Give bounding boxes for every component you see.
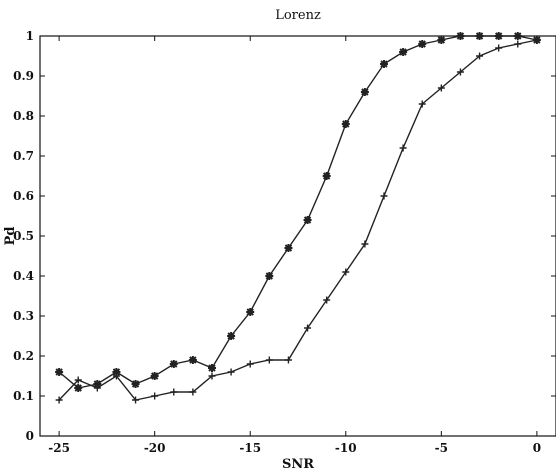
x-axis: -25 -20 -15 -10 -5 0 (48, 36, 541, 455)
series-2-point (533, 36, 541, 44)
y-tick-label: 0.9 (13, 69, 34, 83)
series-2-point (284, 356, 292, 364)
series-1-point (513, 32, 522, 40)
series-2-point (476, 52, 484, 60)
series-1-point (341, 120, 350, 128)
series-1-point (322, 172, 331, 180)
y-tick-label: 0.7 (13, 149, 34, 163)
y-axis-label: Pd (3, 227, 18, 246)
series-2-point (399, 144, 407, 152)
x-tick-label: -5 (435, 441, 448, 455)
y-tick-label: 1 (26, 29, 34, 43)
series-2-point (151, 392, 159, 400)
series-1-point (93, 380, 102, 388)
series-2-line (58, 39, 538, 401)
series-1-point (437, 36, 446, 44)
series-1-point (475, 32, 484, 40)
series-1-point (456, 32, 465, 40)
x-tick-label: -10 (335, 441, 357, 455)
series-1-point (303, 216, 312, 224)
series-1-point (150, 372, 159, 380)
y-tick-label: 0.6 (13, 189, 34, 203)
y-tick-label: 0.5 (13, 229, 34, 243)
series-2-point (55, 396, 63, 404)
chart-title: Lorenz (275, 8, 321, 23)
series-1-point (169, 360, 178, 368)
series-1 (55, 32, 541, 392)
series-1-point (74, 384, 83, 392)
series-2-point (380, 192, 388, 200)
series-2-point (495, 44, 503, 52)
y-tick-label: 0.1 (13, 389, 34, 403)
series-2 (55, 36, 541, 404)
series-2-point (93, 384, 101, 392)
y-tick-label: 0.8 (13, 109, 34, 123)
series-2-point (132, 396, 140, 404)
series-1-point (55, 368, 64, 376)
series-1-point (494, 32, 503, 40)
series-1-point (418, 40, 427, 48)
series-2-point (265, 356, 273, 364)
series-2-point (246, 360, 254, 368)
series-2-point (514, 40, 522, 48)
series-1-point (284, 244, 293, 252)
series-1-point (208, 364, 216, 372)
series-2-point (456, 68, 464, 76)
x-tick-label: -15 (239, 441, 261, 455)
series-1-point (188, 356, 197, 364)
series-2-point (74, 376, 82, 384)
series-2-point (227, 368, 235, 376)
series-1-point (112, 368, 121, 376)
y-tick-label: 0.2 (13, 349, 34, 363)
y-tick-label: 0.3 (13, 309, 34, 323)
series-2-point (361, 240, 369, 248)
series-2-point (323, 296, 331, 304)
series-1-point (399, 48, 408, 56)
series-2-point (208, 372, 216, 380)
x-tick-label: -20 (144, 441, 166, 455)
series-1-point (380, 60, 388, 68)
series-1-point (246, 308, 255, 316)
series-1-point (360, 88, 369, 96)
y-tick-label: 0.4 (13, 269, 34, 283)
series-1-line (58, 35, 538, 389)
series-2-point (170, 388, 178, 396)
x-axis-label: SNR (282, 457, 314, 472)
x-tick-label: -25 (48, 441, 70, 455)
y-axis: 0 0.1 0.2 0.3 0.4 0.5 0.6 0.7 0.8 0.9 1 (13, 29, 556, 443)
series-2-point (342, 268, 350, 276)
y-tick-label: 0 (26, 429, 34, 443)
series-1-point (265, 272, 274, 280)
series-2-point (437, 84, 445, 92)
series-layer (55, 32, 541, 404)
x-tick-label: 0 (533, 441, 541, 455)
series-1-point (131, 380, 140, 388)
series-2-point (189, 388, 197, 396)
series-1-point (227, 332, 236, 340)
series-2-point (418, 100, 426, 108)
series-2-point (112, 372, 120, 380)
series-2-point (304, 324, 312, 332)
